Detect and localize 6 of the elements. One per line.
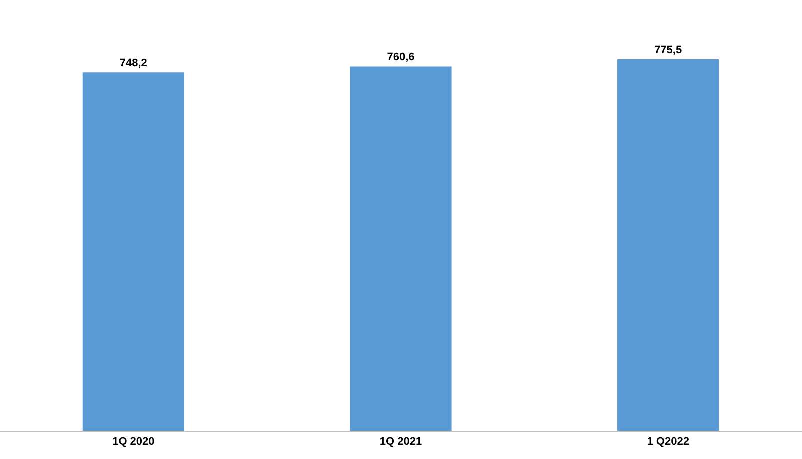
x-tick-label: 1 Q2022 [647, 436, 690, 448]
data-label: 748,2 [120, 58, 148, 70]
data-label: 775,5 [654, 44, 682, 57]
x-tick-label: 1Q 2021 [380, 436, 422, 448]
x-tick-label: 1Q 2020 [112, 436, 155, 448]
data-label: 760,6 [387, 52, 415, 64]
